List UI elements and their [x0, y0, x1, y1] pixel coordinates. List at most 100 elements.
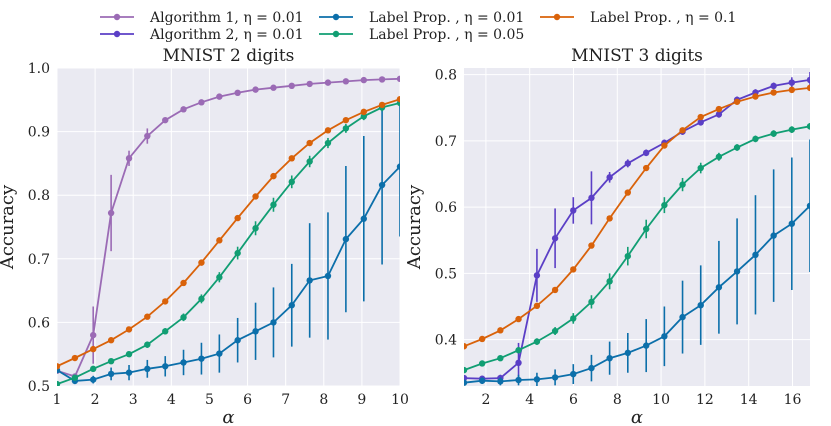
data-point: [515, 315, 522, 323]
data-point: [497, 354, 504, 362]
data-point: [306, 139, 313, 147]
x-tick-label: 3: [129, 392, 138, 408]
data-point: [234, 249, 241, 257]
chart-mnist-3-digits: 2 4 6 8 10 12 14 16 0.4 0.5 0.6 0.7 0.8 MNIST 3 digit…: [404, 46, 810, 426]
legend-marker: [113, 13, 121, 21]
data-point: [125, 326, 133, 333]
legend-marker: [332, 30, 340, 38]
y-tick-label: 1.0: [28, 61, 50, 77]
data-point: [270, 319, 277, 326]
data-point: [288, 155, 295, 162]
data-point: [162, 363, 169, 370]
data-point: [606, 174, 613, 181]
data-point: [464, 379, 468, 386]
series-label-prop-0-01: [464, 139, 810, 386]
legend-entry: Algorithm 1, η = 0.01: [100, 10, 304, 26]
data-point: [378, 76, 386, 83]
data-point: [306, 158, 313, 165]
data-point: [642, 149, 650, 156]
legend-entry: Algorithm 2, η = 0.01: [100, 27, 304, 43]
data-point: [396, 95, 400, 103]
chart-mnist-2-digits: 1 2 3 4 5 6 7 8 9 10 0.5 0.6 0.7 0.8 0.9 1.0 MNIST 2 dig…: [0, 46, 409, 426]
legend-marker: [113, 30, 121, 38]
data-point: [198, 99, 205, 106]
data-point: [360, 113, 367, 120]
data-point: [533, 338, 541, 345]
data-point: [270, 201, 277, 208]
series-line: [57, 98, 400, 368]
data-point: [90, 331, 97, 339]
data-point: [216, 93, 223, 100]
data-point: [125, 351, 133, 358]
data-point: [533, 272, 541, 279]
data-point: [107, 209, 115, 217]
data-point: [306, 80, 313, 88]
data-point: [342, 125, 350, 132]
x-tick-label: 6: [569, 392, 578, 408]
data-point: [752, 251, 759, 259]
data-point: [288, 178, 295, 186]
data-point: [464, 366, 468, 374]
data-point: [788, 126, 796, 133]
data-point: [515, 376, 522, 384]
y-axis-label: Accuracy: [404, 184, 425, 270]
data-point: [216, 274, 223, 281]
data-point: [533, 376, 541, 383]
data-point: [697, 164, 704, 172]
data-point: [733, 98, 741, 105]
plot-background: [464, 68, 810, 386]
data-point: [180, 106, 187, 113]
data-point: [697, 301, 704, 309]
data-point: [57, 363, 61, 370]
data-point: [697, 119, 704, 126]
data-point: [806, 76, 810, 84]
data-point: [216, 350, 223, 357]
data-point: [788, 86, 796, 94]
data-point: [324, 127, 332, 134]
x-tick-label: 4: [525, 392, 534, 408]
data-point: [497, 327, 504, 334]
data-point: [125, 155, 133, 162]
data-point: [679, 181, 686, 188]
data-point: [396, 163, 400, 170]
data-point: [661, 333, 668, 340]
data-point: [806, 84, 810, 92]
y-tick-label: 0.7: [435, 134, 457, 150]
data-point: [624, 160, 632, 167]
data-point: [324, 139, 332, 147]
data-point: [125, 369, 133, 376]
series-layer: [464, 71, 810, 386]
data-point: [107, 337, 115, 344]
data-point: [90, 345, 97, 353]
data-point: [588, 298, 595, 306]
series-label-prop-0-05: [464, 122, 810, 374]
data-point: [378, 181, 386, 189]
data-point: [551, 327, 559, 335]
data-point: [90, 365, 97, 373]
data-point: [360, 108, 367, 116]
x-tick-label: 7: [281, 392, 290, 408]
legend-label: Label Prop. , η = 0.1: [590, 10, 736, 26]
legend-entry: Label Prop. , η = 0.1: [540, 10, 736, 26]
data-point: [180, 359, 187, 366]
data-point: [570, 370, 577, 378]
x-axis-label: α: [222, 407, 234, 426]
y-tick-label: 0.5: [28, 379, 50, 395]
data-point: [107, 357, 115, 365]
data-point: [107, 370, 115, 378]
data-point: [478, 377, 486, 384]
data-point: [606, 215, 613, 222]
y-axis-label: Accuracy: [0, 184, 18, 270]
data-point: [234, 89, 241, 97]
data-point: [752, 93, 759, 100]
data-point: [144, 132, 151, 140]
x-tick-label: 6: [243, 392, 252, 408]
data-point: [234, 214, 241, 222]
data-point: [570, 315, 577, 322]
series-label-prop-0-1: [464, 84, 810, 350]
x-axis-label: α: [631, 407, 643, 426]
data-point: [180, 279, 187, 287]
data-point: [624, 252, 632, 260]
data-point: [252, 86, 259, 93]
